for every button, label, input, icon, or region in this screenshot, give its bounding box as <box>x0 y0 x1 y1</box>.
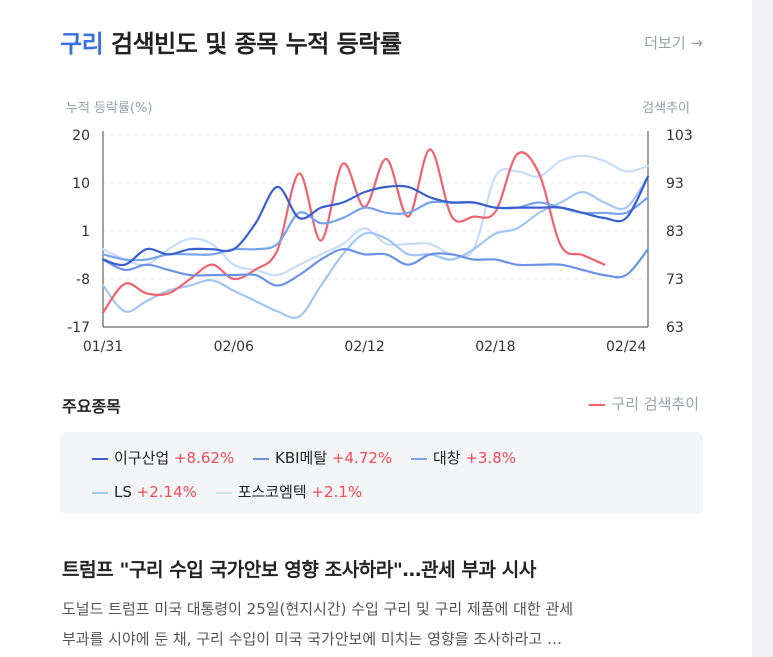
legend-item[interactable]: 대창 +3.8% <box>410 447 517 468</box>
x-tick-label: 02/06 <box>214 339 254 355</box>
section-title: 주요종목 <box>62 397 121 416</box>
legend-item-name: 포스코엠텍 <box>237 483 307 501</box>
page-title: 구리 검색빈도 및 종목 누적 등락률 <box>60 24 402 59</box>
series-line-stock-1 <box>101 248 650 287</box>
series-line-stock-3 <box>101 175 650 320</box>
y-tick-label-left: -17 <box>67 320 90 336</box>
news-article: 트럼프 "구리 수입 국가안보 영향 조사하라"…관세 부과 시사 도널드 트럼… <box>60 555 710 654</box>
legend-item-pct: +4.72% <box>331 449 393 467</box>
search-trend-dash-icon <box>589 403 606 406</box>
legend-dash-icon <box>92 491 108 494</box>
legend-item[interactable]: KBI메탈 +4.72% <box>253 447 392 468</box>
legend-item[interactable]: LS +2.14% <box>92 483 197 501</box>
legend-dash-icon <box>253 457 269 460</box>
news-body: 도널드 트럼프 미국 대통령이 25일(현지시간) 수입 구리 및 구리 제품에… <box>62 594 710 654</box>
y-tick-label-right: 63 <box>666 320 684 336</box>
legend-item-name: 대창 <box>432 449 461 467</box>
legend-dash-icon <box>410 457 427 460</box>
x-tick-label: 01/31 <box>83 339 123 355</box>
news-body-line: 도널드 트럼프 미국 대통령이 25일(현지시간) 수입 구리 및 구리 제품에… <box>62 600 574 618</box>
series-line-stock-4 <box>101 154 650 277</box>
y-tick-label-right: 103 <box>666 128 693 144</box>
right-axis-label: 검색추이 <box>642 101 690 116</box>
legend-item-pct: +3.8% <box>465 449 517 467</box>
news-title-link[interactable]: 트럼프 "구리 수입 국가안보 영향 조사하라"…관세 부과 시사 <box>62 559 536 581</box>
search-trend-legend: 구리 검색추이 <box>589 393 699 414</box>
legend-dash-icon <box>92 457 108 460</box>
x-tick-label: 02/12 <box>344 339 384 355</box>
left-axis-label: 누적 등락률(%) <box>66 101 152 116</box>
y-tick-label-left: 10 <box>72 176 90 192</box>
y-tick-label-left: -8 <box>76 272 90 288</box>
search-trend-label: 구리 검색추이 <box>611 395 699 413</box>
legend-item-pct: +2.14% <box>136 483 197 501</box>
legend-item-pct: +2.1% <box>311 483 363 501</box>
legend-dash-icon <box>215 491 232 494</box>
chart-svg: 누적 등락률(%) 검색추이 20 103 10 93 1 83 -8 73 -17 63 01/31 0… <box>66 101 693 355</box>
title-text: 검색빈도 및 종목 누적 등락률 <box>103 30 402 58</box>
title-keyword: 구리 <box>60 30 104 58</box>
legend-item-pct: +8.62% <box>173 449 235 467</box>
header: 구리 검색빈도 및 종목 누적 등락률 더보기 → <box>60 24 705 64</box>
news-body-line: 부과를 시야에 둔 채, 구리 수입이 미국 국가안보에 미치는 영향을 조사하… <box>62 630 563 648</box>
y-tick-label-left: 1 <box>81 224 90 240</box>
legend-row: 이구산업 +8.62% KBI메탈 +4.72% 대창 +3.8% <box>92 447 530 468</box>
x-tick-label: 02/18 <box>475 339 515 355</box>
y-tick-label-right: 93 <box>666 176 684 192</box>
more-link[interactable]: 더보기 → <box>644 34 703 52</box>
legend-row: LS +2.14% 포스코엠텍 +2.1% <box>92 481 376 502</box>
y-tick-label-left: 20 <box>72 128 90 144</box>
scrollbar-track[interactable] <box>752 0 773 657</box>
legend-item[interactable]: 포스코엠텍 +2.1% <box>215 481 363 502</box>
x-tick-label: 02/24 <box>606 339 646 355</box>
section-header: 주요종목 구리 검색추이 <box>60 390 705 416</box>
legend-item-name: LS <box>114 483 132 501</box>
legend-item[interactable]: 이구산업 +8.62% <box>92 447 234 468</box>
legend-item-name: 이구산업 <box>114 449 170 467</box>
y-tick-label-right: 73 <box>666 272 684 288</box>
y-tick-label-right: 83 <box>666 224 684 240</box>
series-line-stock-0 <box>101 175 650 267</box>
legend-item-name: KBI메탈 <box>275 449 328 467</box>
chart: 누적 등락률(%) 검색추이 20 103 10 93 1 83 -8 73 -17 63 01/31 0… <box>60 95 705 365</box>
series-line-search-trend <box>101 148 606 314</box>
legend-box: 이구산업 +8.62% KBI메탈 +4.72% 대창 +3.8% LS +2.… <box>60 432 703 514</box>
